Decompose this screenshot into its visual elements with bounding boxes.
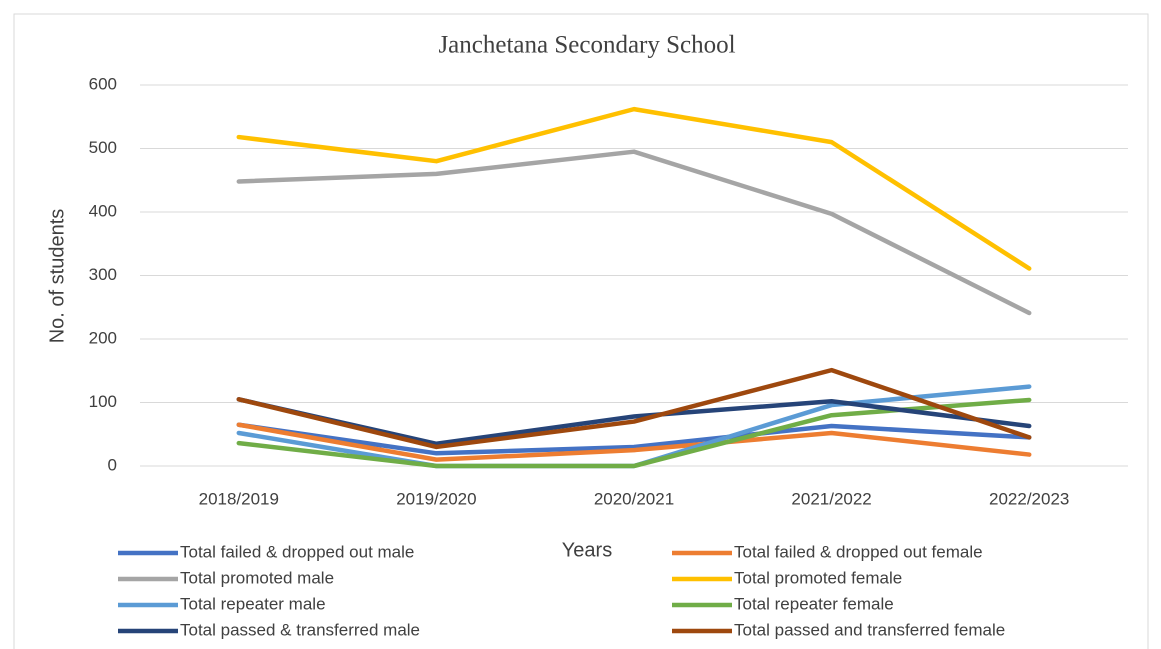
- legend-label: Total promoted female: [734, 568, 902, 587]
- series-line: [236, 422, 1032, 456]
- y-tick-label: 300: [89, 265, 117, 284]
- legend-label: Total passed and transferred female: [734, 620, 1005, 639]
- legend-label: Total failed & dropped out female: [734, 542, 983, 561]
- series-line: [236, 106, 1032, 271]
- legend-label: Total promoted male: [180, 568, 334, 587]
- y-tick-label: 400: [89, 201, 117, 220]
- y-tick-label: 500: [89, 138, 117, 157]
- x-tick-label: 2020/2021: [594, 489, 674, 508]
- legend-label: Total repeater male: [180, 594, 326, 613]
- x-tick-label: 2022/2023: [989, 489, 1069, 508]
- chart-frame: [13, 13, 1149, 649]
- y-axis-label: No. of students: [46, 209, 68, 344]
- y-tick-label: 600: [89, 74, 117, 93]
- series-line: [236, 367, 1032, 450]
- series-line: [236, 422, 1032, 462]
- y-tick-label: 100: [89, 392, 117, 411]
- series-line: [236, 149, 1032, 316]
- chart-title: Janchetana Secondary School: [438, 32, 735, 59]
- x-tick-label: 2019/2020: [396, 489, 476, 508]
- legend-label: Total failed & dropped out male: [180, 542, 414, 561]
- x-tick-label: 2021/2022: [791, 489, 871, 508]
- x-axis-label: Years: [562, 539, 612, 561]
- legend-label: Total passed & transferred male: [180, 620, 420, 639]
- legend-label: Total repeater female: [734, 594, 894, 613]
- y-tick-label: 0: [108, 455, 117, 474]
- x-tick-label: 2018/2019: [199, 489, 279, 508]
- y-tick-label: 200: [89, 328, 117, 347]
